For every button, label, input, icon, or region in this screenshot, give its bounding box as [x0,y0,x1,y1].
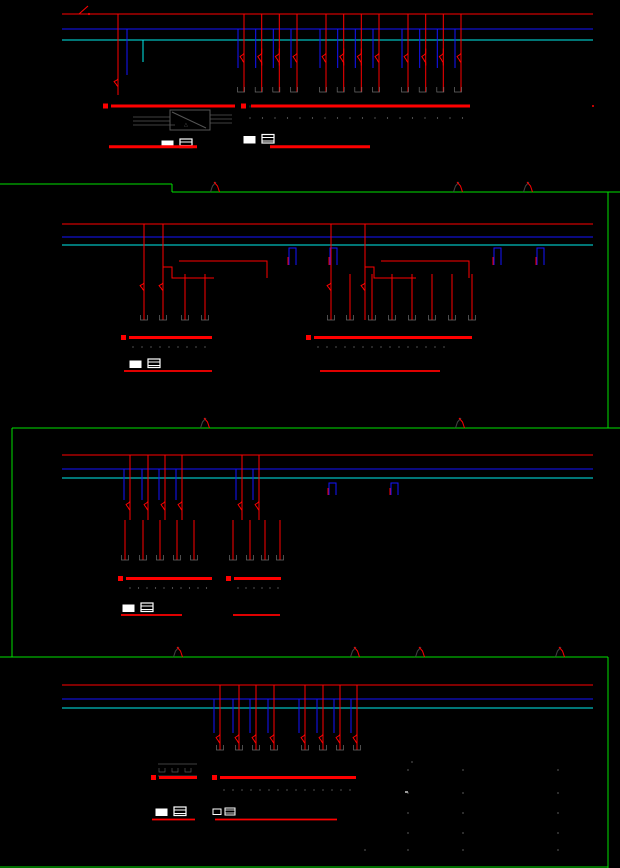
svg-text:△: △ [184,122,188,128]
